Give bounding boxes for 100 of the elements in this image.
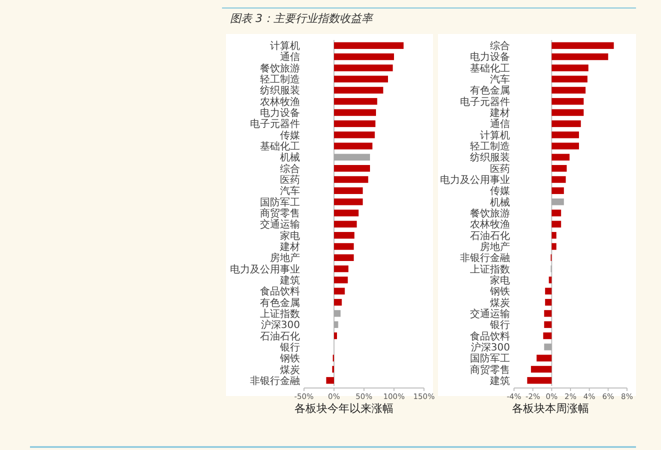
bar (334, 243, 354, 250)
y-tick-label: 综合 (490, 40, 510, 52)
y-tick-label: 非银行金融 (460, 252, 510, 264)
y-tick-label: 通信 (280, 51, 300, 64)
y-tick-label: 机械 (280, 152, 300, 164)
bar (552, 76, 588, 82)
bar (334, 42, 404, 49)
bar (334, 288, 345, 294)
y-tick-label: 餐饮旅游 (260, 62, 300, 74)
y-tick-label: 纺织服装 (470, 152, 510, 164)
y-tick-label: 钢铁 (279, 352, 300, 365)
y-tick-label: 交通运输 (260, 218, 300, 231)
bar (552, 98, 584, 105)
bar (334, 310, 341, 317)
bar (552, 120, 581, 128)
bar (334, 176, 368, 183)
bar (326, 377, 334, 384)
bar (334, 198, 363, 206)
y-tick-label: 计算机 (270, 40, 300, 52)
y-tick-label: 钢铁 (489, 286, 510, 298)
bar (552, 64, 588, 72)
y-tick-label: 商贸零售 (260, 208, 300, 220)
bar (552, 142, 579, 150)
bar (543, 332, 552, 340)
bar (334, 165, 370, 172)
y-tick-label: 通信 (490, 118, 510, 130)
bar (334, 265, 348, 272)
y-tick-label: 食品饮料 (470, 330, 510, 342)
y-tick-label: 汽车 (490, 74, 510, 86)
x-axis-title: 各板块今年以来涨幅 (294, 402, 394, 415)
y-tick-label: 基础化工 (470, 62, 510, 74)
bar (552, 109, 584, 116)
bar (334, 154, 370, 161)
bar (334, 142, 372, 150)
y-tick-label: 商贸零售 (470, 364, 510, 376)
bar (334, 64, 393, 72)
y-tick-label: 有色金属 (260, 296, 300, 309)
bar (544, 321, 552, 328)
y-tick-label: 有色金属 (470, 84, 510, 97)
bar (334, 254, 354, 261)
y-tick-label: 轻工制造 (260, 74, 300, 86)
bar (334, 220, 357, 228)
y-tick-label: 综合 (280, 162, 300, 175)
bar (552, 132, 579, 138)
bar (552, 198, 564, 206)
y-tick-label: 上证指数 (470, 263, 510, 276)
y-tick-label: 建材 (279, 240, 300, 253)
y-tick-label: 汽车 (280, 185, 300, 198)
bar (545, 288, 552, 294)
bar (552, 165, 567, 172)
y-tick-label: 建筑 (489, 374, 510, 387)
bar (552, 154, 570, 161)
y-tick-label: 食品饮料 (260, 286, 300, 298)
bar (544, 344, 552, 350)
y-tick-label: 房地产 (480, 240, 510, 253)
bar (544, 310, 552, 317)
bar (552, 210, 562, 216)
y-tick-label: 餐饮旅游 (470, 208, 510, 220)
y-tick-label: 电力及公用事业 (230, 263, 300, 276)
bar (334, 187, 363, 194)
bar (334, 132, 375, 138)
y-tick-label: 非银行金融 (250, 374, 300, 387)
bar (552, 176, 566, 183)
bar (536, 354, 552, 362)
y-tick-label: 家电 (490, 274, 510, 286)
y-tick-label: 国防军工 (470, 352, 510, 365)
y-tick-label: 传媒 (490, 186, 510, 198)
bar (527, 377, 552, 384)
bar (334, 321, 338, 328)
y-tick-label: 沪深300 (470, 341, 510, 354)
y-tick-label: 煤炭 (490, 296, 510, 309)
y-tick-label: 国防军工 (260, 196, 300, 208)
y-tick-label: 电力及公用事业 (440, 174, 510, 186)
y-tick-label: 农林牧渔 (260, 96, 300, 108)
bar (552, 187, 564, 194)
bar (548, 276, 552, 284)
bar (552, 86, 586, 94)
bar (334, 332, 337, 340)
y-tick-label: 石油石化 (260, 330, 300, 342)
y-tick-label: 银行 (489, 320, 510, 332)
y-tick-label: 建筑 (279, 274, 300, 286)
y-tick-label: 交通运输 (470, 308, 510, 320)
bar (530, 366, 552, 373)
bar (334, 53, 394, 60)
y-tick-label: 电子元器件 (460, 96, 510, 108)
y-tick-label: 建材 (489, 107, 510, 120)
chart-title: 图表 3：主要行业指数收益率 (230, 12, 374, 25)
y-tick-label: 纺织服装 (260, 84, 300, 97)
y-tick-label: 沪深300 (260, 319, 300, 332)
y-tick-label: 石油石化 (470, 230, 510, 242)
y-tick-label: 电力设备 (470, 51, 510, 64)
bar (552, 220, 562, 228)
bar (334, 98, 378, 105)
y-tick-label: 计算机 (480, 129, 510, 142)
y-tick-label: 电子元器件 (250, 118, 300, 130)
bar (545, 298, 552, 306)
y-tick-label: 机械 (490, 196, 510, 208)
y-tick-label: 上证指数 (260, 308, 300, 320)
y-tick-label: 农林牧渔 (470, 218, 510, 231)
bar (552, 42, 614, 49)
